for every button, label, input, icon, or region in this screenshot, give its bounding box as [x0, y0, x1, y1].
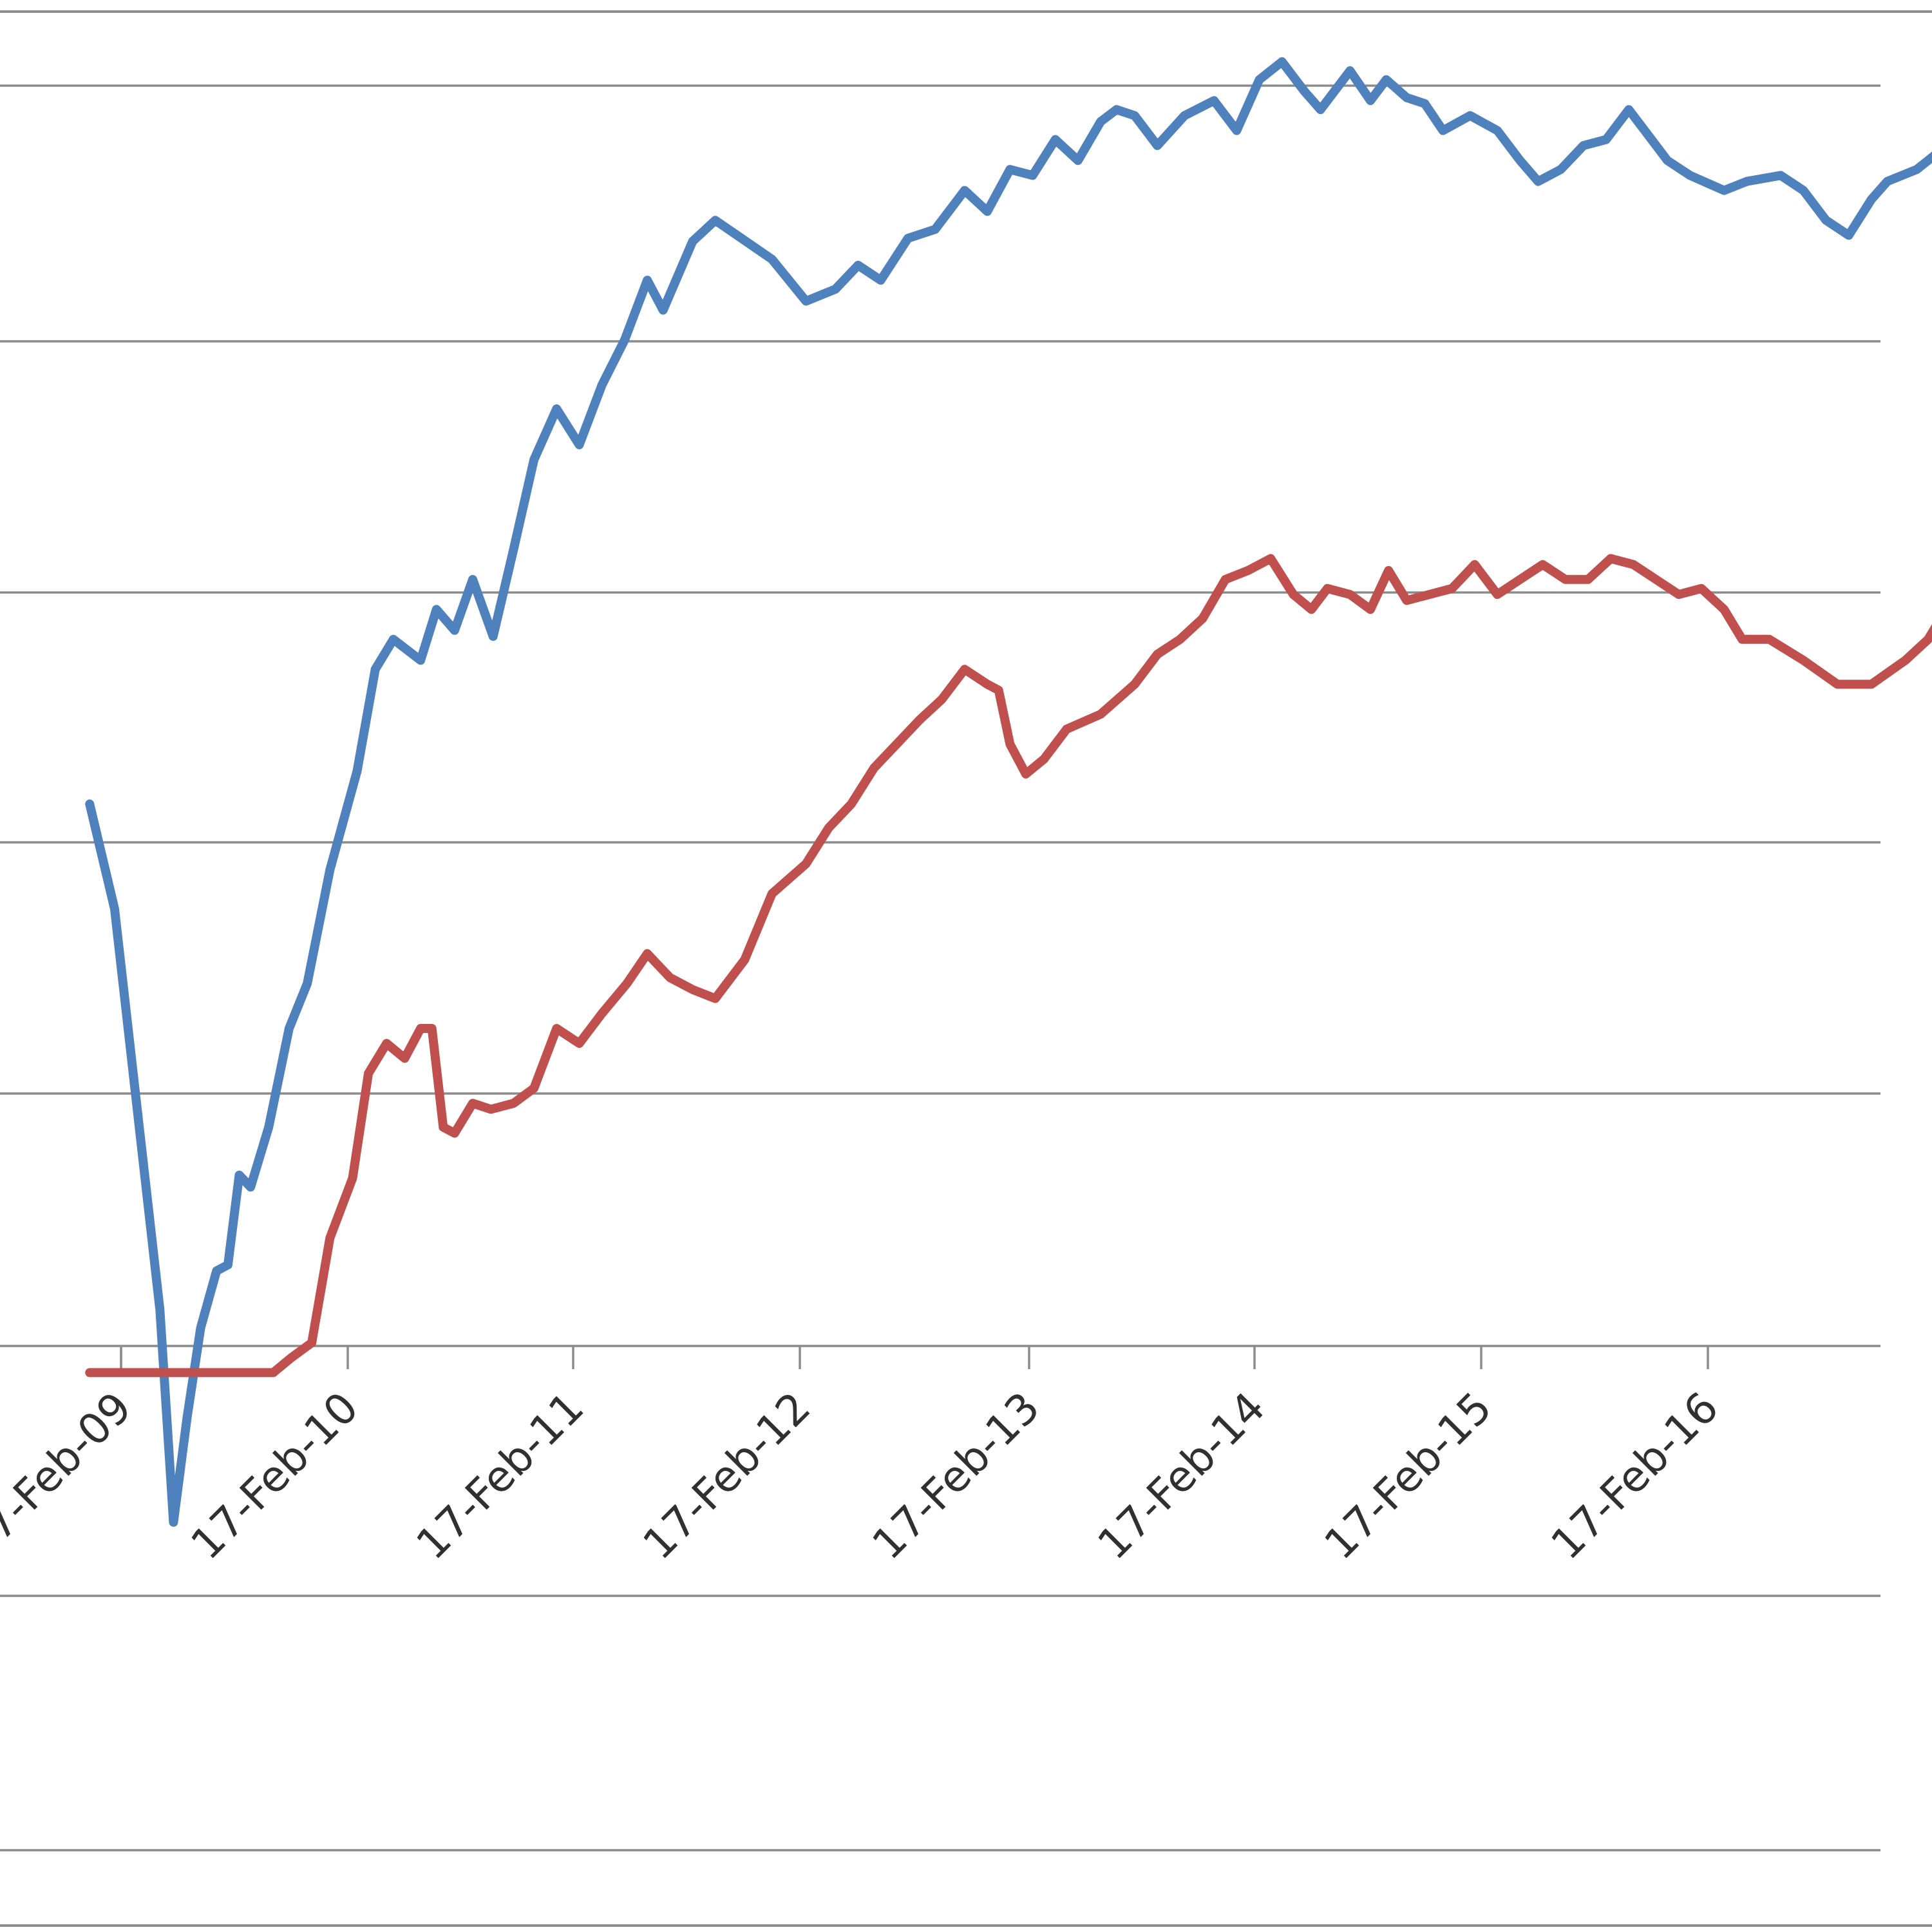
series-line-2 [85, 554, 1932, 1378]
series-line-1 [85, 57, 1932, 1527]
x-axis-ticks [120, 1346, 1709, 1369]
series-lines [85, 57, 1932, 1527]
